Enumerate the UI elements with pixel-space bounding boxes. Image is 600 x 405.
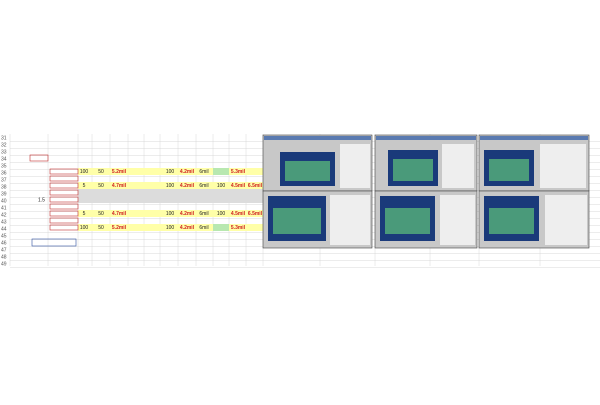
row-number: 39 [1,191,7,197]
cell: 5.2mil [112,225,127,231]
row-number: 37 [1,177,7,183]
cell: 100 [166,211,175,217]
highlight-row [78,224,263,231]
green-cell [213,168,229,175]
cell: 6mil [199,225,208,231]
cell: 5 [83,211,86,217]
cell: 4.2mil [180,225,195,231]
name-boxes [49,168,79,231]
sheet-cells: 100 50 5.2mil 100 4.2mil 6mil 5.3mil 5 50 4.7mil 1… [29,154,263,247]
cell: 50 [98,211,104,217]
cell: 6.5mil [248,183,263,189]
row-number: 33 [1,149,7,155]
cell: 50 [98,225,104,231]
cell: 4.5mil [231,183,246,189]
cell: 100 [80,169,89,175]
app-window [262,134,373,192]
side-value: 1.5 [38,197,45,203]
cell: 50 [98,169,104,175]
row-number: 32 [1,142,7,148]
row-number: 34 [1,156,7,162]
row-number: 40 [1,198,7,204]
cell: 100 [217,211,226,217]
app-window [262,190,373,249]
cell: 4.2mil [180,169,195,175]
cell: 5 [83,183,86,189]
cell: 6mil [199,169,208,175]
cell: 4.5mil [231,211,246,217]
app-panels [262,134,590,249]
note-box [31,238,77,247]
cell: 5.2mil [112,169,127,175]
gray-row [78,189,263,203]
cell: 6.5mil [248,211,263,217]
cell: 5.3mil [231,169,246,175]
cell: 50 [98,183,104,189]
label-box [29,154,49,162]
row-number: 46 [1,240,7,246]
green-cell [213,224,229,231]
app-window [374,134,478,192]
cell: 4.7mil [112,211,127,217]
cell: 100 [166,225,175,231]
cell: 100 [166,183,175,189]
cell: 6mil [199,211,208,217]
highlight-row [78,210,263,217]
row-number: 42 [1,212,7,218]
row-number: 47 [1,247,7,253]
cell: 5.3mil [231,225,246,231]
row-number: 36 [1,170,7,176]
row-number: 31 [1,135,7,141]
app-window [478,190,590,249]
row-number: 41 [1,205,7,211]
highlight-row [78,168,263,175]
cell: 100 [217,183,226,189]
cell: 100 [166,169,175,175]
row-number: 48 [1,254,7,260]
row-number: 38 [1,184,7,190]
cell: 6mil [199,183,208,189]
cell: 4.7mil [112,183,127,189]
row-number: 35 [1,163,7,169]
row-number: 49 [1,261,7,267]
row-number: 45 [1,233,7,239]
row-number: 43 [1,219,7,225]
row-number: 44 [1,226,7,232]
highlight-row [78,182,263,189]
app-window [374,190,478,249]
cell: 4.2mil [180,183,195,189]
app-window [478,134,590,192]
cell: 4.2mil [180,211,195,217]
cell: 100 [80,225,89,231]
